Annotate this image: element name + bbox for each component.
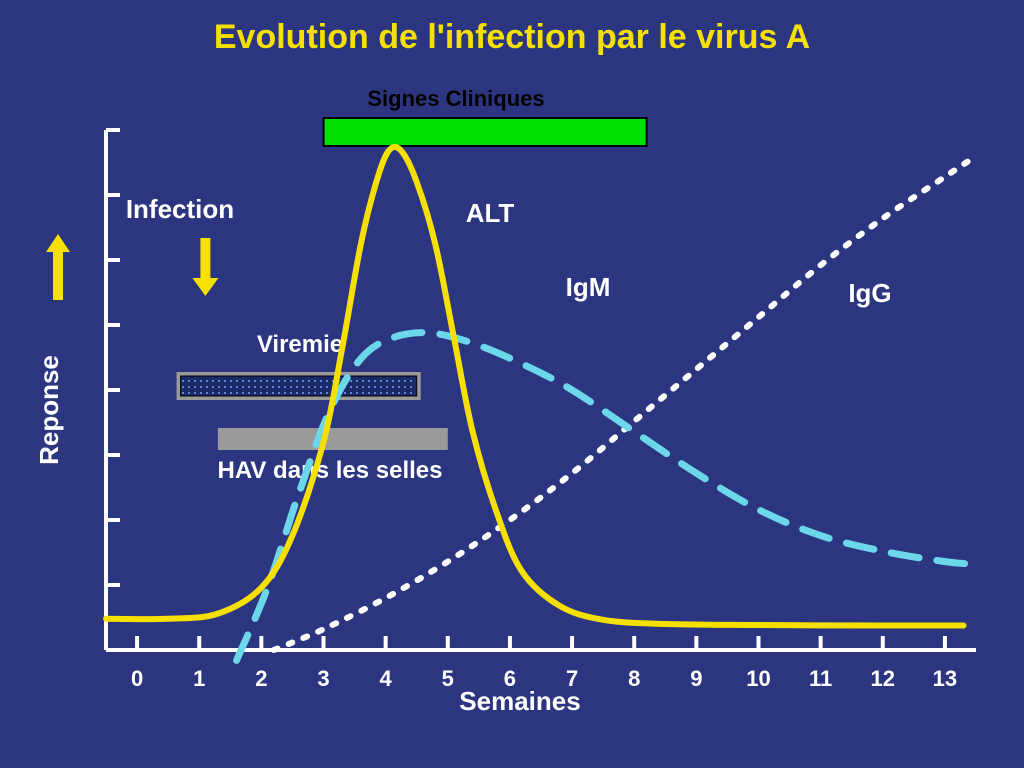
- series-label-igg: IgG: [848, 278, 891, 308]
- page-title: Evolution de l'infection par le virus A: [214, 18, 810, 56]
- viremia-label: Viremie: [257, 331, 343, 358]
- x-tick-label: 2: [255, 666, 267, 691]
- series-igm: [237, 333, 977, 661]
- x-tick-label: 13: [933, 666, 957, 691]
- y-axis-label: Reponse: [34, 355, 64, 465]
- x-tick-label: 9: [690, 666, 702, 691]
- x-tick-label: 1: [193, 666, 205, 691]
- response-arrow-icon: [46, 234, 70, 300]
- hav-bar: [218, 428, 448, 450]
- series-igg: [274, 156, 976, 650]
- viremia-bar: [181, 376, 417, 396]
- clinical-signs-label: Signes Cliniques: [367, 86, 544, 111]
- x-axis-label: Semaines: [459, 686, 580, 716]
- infection-arrow-icon: [192, 238, 218, 296]
- x-tick-label: 3: [317, 666, 329, 691]
- chart-stage: Evolution de l'infection par le virus A 0…: [0, 0, 1024, 768]
- x-tick-label: 10: [746, 666, 770, 691]
- hav-label: HAV dans les selles: [218, 457, 443, 484]
- x-tick-label: 8: [628, 666, 640, 691]
- clinical-signs-bar: [324, 118, 647, 146]
- series-label-igm: IgM: [566, 272, 611, 302]
- x-tick-label: 5: [442, 666, 454, 691]
- x-tick-label: 11: [809, 666, 832, 691]
- chart-svg: Evolution de l'infection par le virus A 0…: [0, 0, 1024, 768]
- x-tick-label: 0: [131, 666, 143, 691]
- series-label-alt: ALT: [466, 198, 515, 228]
- x-tick-label: 12: [871, 666, 895, 691]
- x-tick-label: 4: [380, 666, 393, 691]
- infection-label: Infection: [126, 194, 234, 224]
